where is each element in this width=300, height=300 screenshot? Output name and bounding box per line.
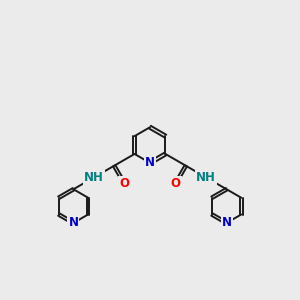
Text: NH: NH [84, 171, 104, 184]
Text: N: N [222, 216, 232, 230]
Text: N: N [68, 216, 78, 230]
Text: O: O [171, 177, 181, 190]
Text: O: O [119, 177, 129, 190]
Text: NH: NH [196, 171, 216, 184]
Text: N: N [145, 156, 155, 170]
